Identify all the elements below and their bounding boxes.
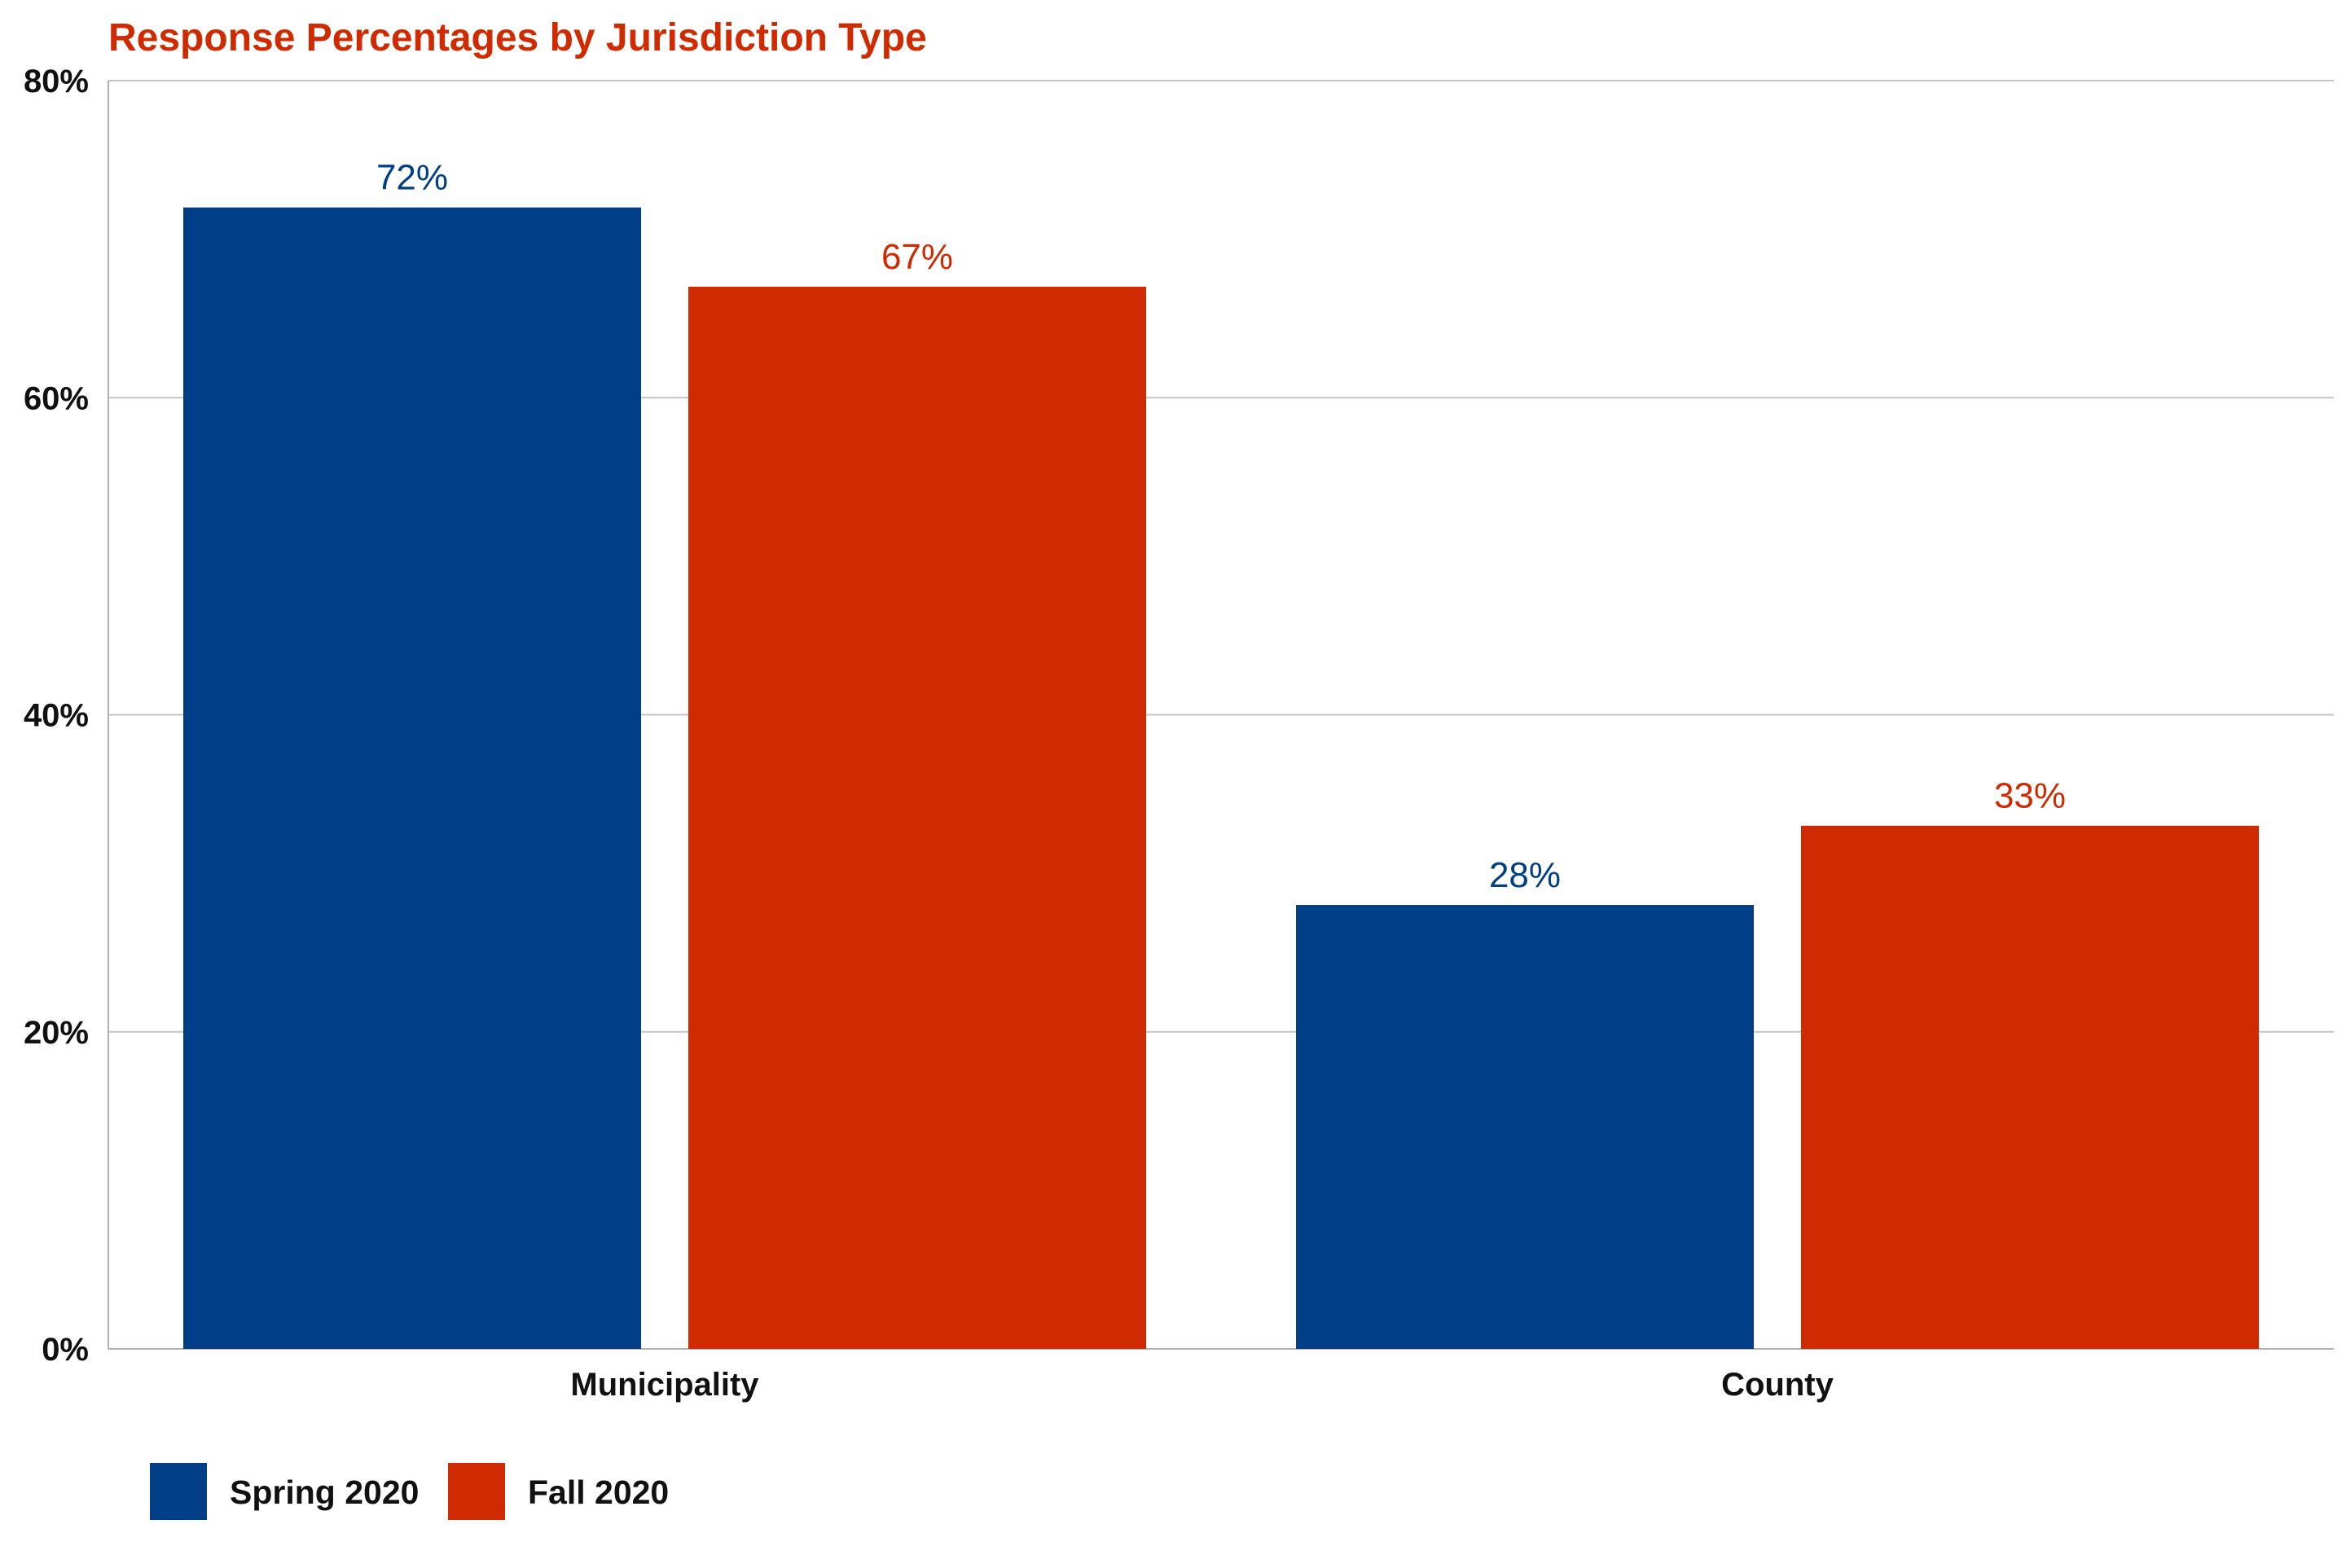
legend: Spring 2020 Fall 2020 xyxy=(150,1463,669,1520)
y-tick-label: 20% xyxy=(24,1015,89,1051)
bar-municipality-spring-2020 xyxy=(183,207,641,1350)
legend-swatch xyxy=(150,1463,207,1520)
x-category-label: Municipality xyxy=(570,1367,759,1403)
data-label: 72% xyxy=(376,158,448,198)
data-label: 33% xyxy=(1994,776,2066,816)
chart-title: Response Percentages by Jurisdiction Typ… xyxy=(108,16,927,59)
data-label: 67% xyxy=(881,237,953,277)
y-tick-label: 80% xyxy=(24,64,89,99)
bars xyxy=(183,207,2259,1350)
data-labels: 72% 67% 28% 33% xyxy=(376,158,2066,895)
legend-item-fall-2020: Fall 2020 xyxy=(448,1463,669,1520)
y-tick-label: 40% xyxy=(24,698,89,734)
y-tick-label: 60% xyxy=(24,380,89,416)
bar-county-fall-2020 xyxy=(1801,825,2259,1349)
y-tick-label: 0% xyxy=(42,1332,89,1368)
bar-county-spring-2020 xyxy=(1296,905,1754,1349)
legend-item-spring-2020: Spring 2020 xyxy=(150,1463,419,1520)
legend-label: Fall 2020 xyxy=(528,1474,669,1511)
x-category-label: County xyxy=(1721,1367,1834,1403)
legend-swatch xyxy=(448,1463,505,1520)
data-label: 28% xyxy=(1489,855,1561,895)
legend-label: Spring 2020 xyxy=(230,1474,419,1511)
bar-municipality-fall-2020 xyxy=(688,287,1146,1350)
